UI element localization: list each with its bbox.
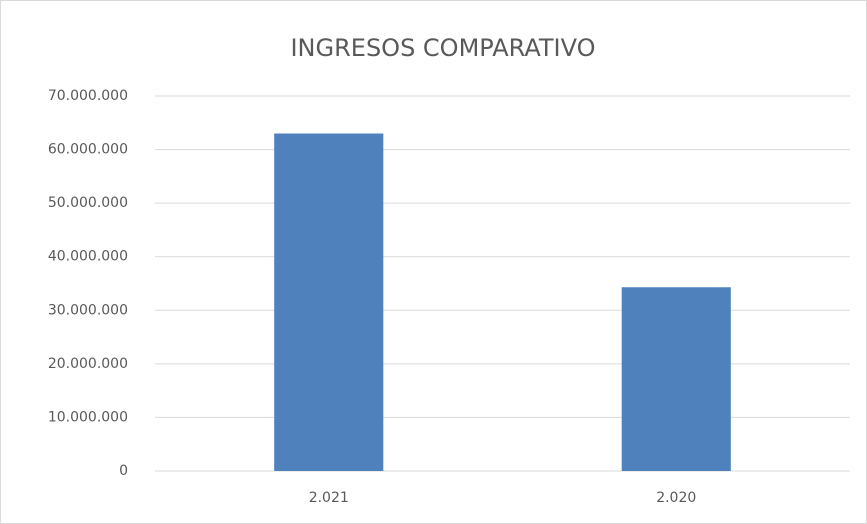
x-tick-label: 2.021: [309, 490, 349, 506]
bar: [621, 287, 731, 471]
chart-title: INGRESOS COMPARATIVO: [290, 34, 595, 62]
y-tick-label: 60.000.000: [48, 142, 128, 158]
bar: [274, 133, 384, 471]
y-tick-label: 30.000.000: [48, 302, 128, 318]
y-tick-label: 40.000.000: [48, 249, 128, 265]
y-tick-label: 0: [119, 463, 128, 479]
y-tick-label: 20.000.000: [48, 356, 128, 372]
x-tick-label: 2.020: [656, 490, 696, 506]
y-tick-label: 10.000.000: [48, 409, 128, 425]
y-tick-label: 50.000.000: [48, 195, 128, 211]
y-tick-label: 70.000.000: [48, 88, 128, 104]
